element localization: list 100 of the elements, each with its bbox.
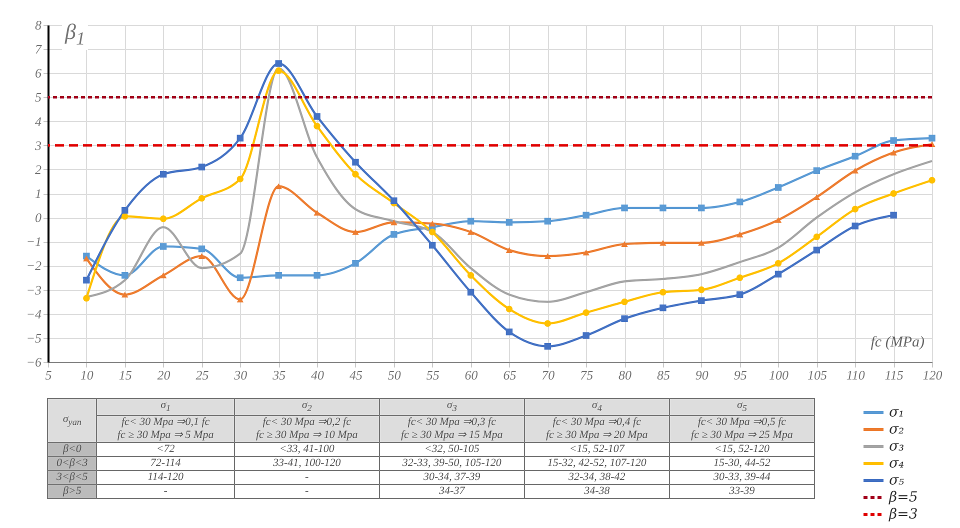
text: 15-32, 42-52, 107-120: [524, 456, 670, 471]
point: [352, 170, 359, 178]
point: [352, 229, 359, 235]
point: [275, 60, 282, 67]
text: fc< 30 Mpa ⇒0,1 fc: [121, 416, 210, 428]
text: 15-30, 44-52: [669, 456, 814, 471]
point: [314, 272, 320, 279]
point: [390, 219, 398, 226]
point: [122, 213, 128, 220]
point: [698, 240, 705, 246]
point: [506, 219, 513, 226]
point: [428, 228, 436, 236]
point: [352, 158, 359, 166]
text: <72: [96, 442, 234, 457]
point: [314, 210, 320, 216]
point: [390, 231, 398, 238]
x-tick-label: 65: [503, 368, 517, 382]
x-tick-label: 15: [118, 368, 132, 382]
point: [83, 276, 90, 284]
y-tick-label: −4: [26, 306, 42, 322]
point: [160, 170, 167, 178]
point: [774, 260, 782, 267]
point: [698, 204, 705, 212]
y-tick-label: 5: [35, 90, 42, 105]
y-tick-label: 4: [35, 114, 42, 129]
x-tick-label: 95: [734, 368, 748, 382]
point: [582, 309, 590, 316]
text: fc< 30 Mpa ⇒0,5 fc: [698, 416, 786, 428]
x-tick-label: 115: [884, 368, 904, 382]
point: [122, 272, 128, 279]
point: [198, 194, 206, 202]
point: [314, 122, 320, 130]
text: 114-120: [96, 470, 234, 485]
text: fc ≥ 30 Mpa ⇒ 10 Mpa: [256, 429, 358, 442]
text: <15, 52-120: [669, 442, 814, 457]
text: fc ≥ 30 Mpa ⇒ 25 Mpa: [691, 429, 793, 442]
point: [852, 168, 858, 174]
point: [813, 194, 820, 200]
point: [83, 294, 90, 302]
text: fc< 30 Mpa ⇒0,3 fc: [408, 416, 496, 428]
point: [122, 292, 128, 298]
point: [544, 218, 552, 225]
point: [275, 272, 282, 279]
point: [852, 206, 858, 212]
point: [544, 343, 552, 350]
point: [467, 229, 474, 235]
point: [275, 183, 282, 190]
x-tick-label: 5: [45, 368, 52, 382]
y-tick-label: −6: [26, 354, 42, 370]
point: [83, 256, 90, 262]
point: [890, 150, 897, 156]
point: [736, 198, 744, 206]
text: -: [234, 470, 380, 485]
point: [352, 260, 359, 267]
point: [544, 320, 552, 327]
text: <32, 50-105: [379, 442, 524, 457]
y-tick-label: 3: [34, 138, 42, 153]
legend-label: σ₅: [889, 472, 905, 488]
point: [736, 291, 744, 298]
point: [467, 218, 474, 225]
x-tick-label: 90: [695, 368, 709, 382]
point: [160, 215, 167, 222]
y-tick-label: 8: [35, 18, 42, 32]
point: [582, 250, 590, 256]
point: [275, 67, 282, 74]
point: [774, 184, 782, 191]
text: σ$_{2}$: [234, 398, 380, 416]
y-tick-label: 1: [35, 186, 42, 201]
x-tick-label: 10: [80, 368, 94, 382]
point: [813, 246, 820, 254]
point: [198, 246, 206, 252]
point: [122, 206, 128, 214]
text: 3<β<5: [48, 470, 97, 485]
point: [852, 222, 858, 230]
point: [621, 241, 628, 247]
text: 33-39: [669, 484, 814, 499]
x-tick-label: 25: [196, 368, 210, 382]
legend-label: σ₃: [889, 438, 905, 454]
point: [852, 152, 858, 160]
point: [774, 217, 782, 223]
point: [698, 297, 705, 304]
y-tick-label: 0: [35, 210, 42, 226]
point: [660, 204, 666, 212]
x-tick-label: 85: [656, 368, 670, 382]
point: [890, 190, 897, 197]
point: [428, 242, 436, 249]
x-tick-label: 100: [769, 368, 790, 382]
x-tick-label: 110: [846, 368, 866, 382]
point: [736, 232, 744, 238]
point: [160, 243, 167, 250]
text: fc ≥ 30 Mpa ⇒ 5 Mpa: [117, 429, 214, 442]
y-tick-label: 2: [35, 162, 42, 177]
text: fc< 30 Mpa ⇒0,4 fc: [552, 416, 641, 428]
text: 32-33, 39-50, 105-120: [379, 456, 524, 471]
text: -: [234, 484, 380, 499]
text: σ$_{3}$: [379, 398, 524, 416]
point: [198, 253, 206, 259]
point: [390, 197, 398, 204]
point: [467, 272, 474, 279]
point: [621, 298, 628, 306]
